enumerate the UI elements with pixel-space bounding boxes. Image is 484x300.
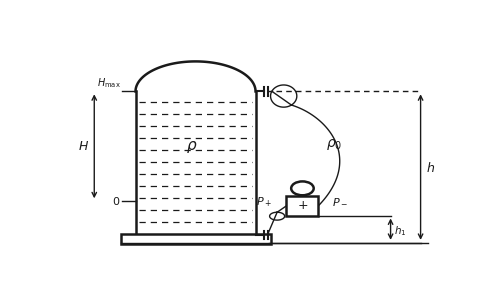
Text: $+$: $+$ — [297, 199, 308, 212]
Text: $H_{\rm max}$: $H_{\rm max}$ — [97, 76, 121, 90]
Text: $P_+$: $P_+$ — [256, 195, 272, 209]
Text: $h_1$: $h_1$ — [394, 225, 407, 238]
Bar — [121, 233, 271, 244]
Text: $P_-$: $P_-$ — [332, 197, 348, 207]
Text: $\rho$: $\rho$ — [186, 139, 197, 155]
Text: $h$: $h$ — [426, 161, 435, 175]
Text: $\rho_0$: $\rho_0$ — [326, 137, 343, 152]
Text: $H$: $H$ — [77, 140, 89, 153]
Bar — [287, 196, 318, 216]
Text: $0$: $0$ — [112, 195, 121, 207]
Circle shape — [291, 182, 314, 195]
